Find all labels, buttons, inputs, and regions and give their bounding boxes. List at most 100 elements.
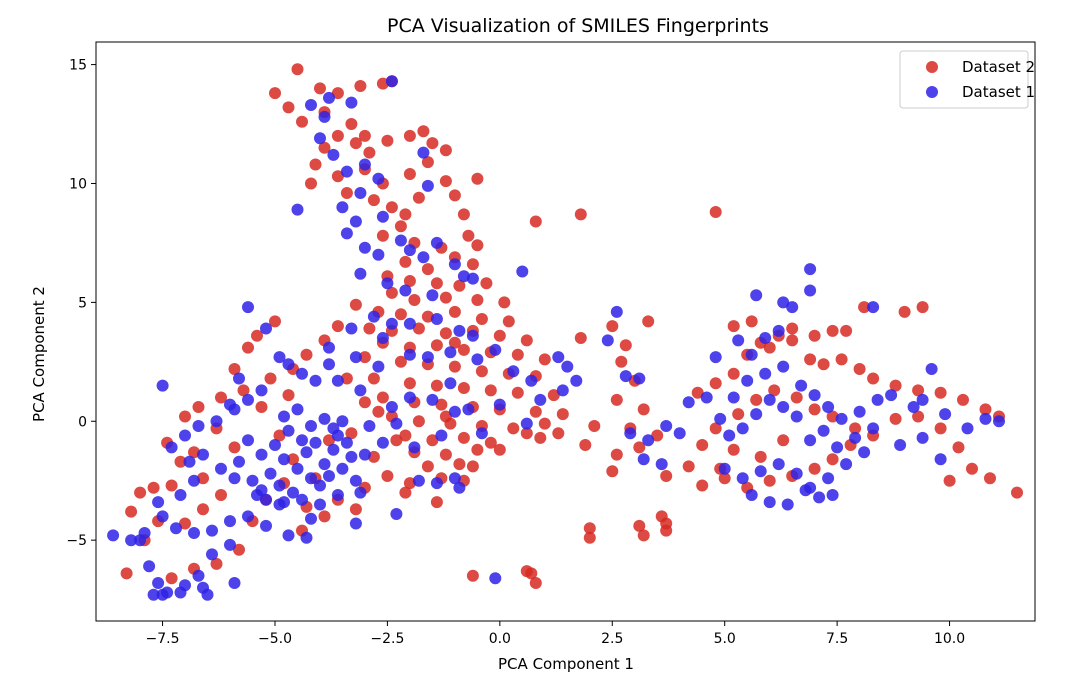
data-point xyxy=(376,77,389,90)
data-point xyxy=(372,360,385,373)
data-point xyxy=(287,486,299,499)
data-point xyxy=(403,129,416,142)
data-point xyxy=(381,470,394,482)
data-point xyxy=(471,172,484,185)
data-point xyxy=(871,393,884,406)
data-point xyxy=(367,310,380,323)
data-point xyxy=(282,529,295,542)
data-point xyxy=(840,324,853,337)
data-point xyxy=(318,412,331,425)
data-point xyxy=(610,448,623,461)
data-point xyxy=(421,460,434,473)
data-point xyxy=(314,132,326,145)
data-point xyxy=(979,412,992,425)
data-point xyxy=(471,239,484,252)
data-point xyxy=(403,317,416,330)
data-point xyxy=(457,208,470,221)
data-point xyxy=(228,472,241,485)
data-point xyxy=(408,441,421,454)
data-point xyxy=(228,363,241,375)
data-point xyxy=(417,125,430,138)
data-point xyxy=(1011,486,1023,499)
data-point xyxy=(273,351,286,364)
data-point xyxy=(340,372,353,385)
data-point xyxy=(993,415,1005,428)
data-point xyxy=(233,372,245,385)
data-point xyxy=(287,453,299,466)
data-point xyxy=(790,410,803,423)
data-point xyxy=(507,365,520,378)
data-point xyxy=(314,82,326,95)
data-point xyxy=(264,372,277,385)
data-point xyxy=(799,484,812,497)
data-point xyxy=(242,393,254,406)
data-point xyxy=(188,446,200,459)
data-point xyxy=(660,420,673,432)
data-point xyxy=(107,529,120,542)
data-point xyxy=(804,263,817,276)
data-point xyxy=(448,336,461,349)
data-point xyxy=(466,258,479,271)
data-point xyxy=(939,408,952,421)
data-point xyxy=(188,474,200,487)
data-point xyxy=(759,332,772,344)
data-point xyxy=(349,137,362,150)
data-point xyxy=(439,327,452,340)
data-point xyxy=(471,294,484,306)
data-point xyxy=(403,348,416,361)
data-point xyxy=(934,453,947,466)
data-point xyxy=(331,374,344,387)
data-point xyxy=(583,522,596,535)
data-point xyxy=(197,503,209,516)
data-point xyxy=(813,491,826,504)
data-point xyxy=(296,493,308,506)
data-point xyxy=(619,339,632,352)
plot-frame xyxy=(96,42,1035,621)
data-point xyxy=(547,389,560,402)
data-point xyxy=(516,265,529,278)
data-point xyxy=(790,391,803,404)
data-point xyxy=(840,458,853,471)
data-point xyxy=(853,363,866,375)
data-point xyxy=(453,279,466,292)
data-point xyxy=(691,386,704,399)
data-point xyxy=(808,462,821,475)
data-point xyxy=(610,305,623,318)
data-point xyxy=(331,170,344,183)
data-point xyxy=(561,360,574,373)
data-point xyxy=(538,353,551,366)
data-point xyxy=(314,479,326,492)
data-point xyxy=(421,179,434,192)
data-point xyxy=(206,548,218,561)
data-point xyxy=(889,379,902,392)
data-point xyxy=(448,189,461,202)
data-point xyxy=(349,298,362,311)
data-point xyxy=(394,220,407,233)
data-point xyxy=(165,572,178,585)
data-point xyxy=(804,284,817,297)
data-point xyxy=(269,87,281,100)
data-point xyxy=(161,586,174,599)
data-point xyxy=(898,305,911,318)
data-point xyxy=(367,450,380,463)
data-point xyxy=(354,486,367,499)
data-point xyxy=(484,436,497,449)
data-point xyxy=(120,567,133,580)
data-point xyxy=(624,427,637,440)
data-point xyxy=(853,405,866,418)
data-point xyxy=(610,393,623,406)
data-point xyxy=(822,401,835,413)
data-point xyxy=(534,431,547,444)
data-point xyxy=(349,351,362,364)
data-point xyxy=(790,467,803,480)
data-point xyxy=(251,489,263,501)
x-tick-label: 7.5 xyxy=(826,631,848,647)
data-point xyxy=(430,236,443,249)
data-point xyxy=(817,424,830,437)
data-point xyxy=(772,324,785,337)
data-point xyxy=(444,346,457,359)
data-point xyxy=(552,427,565,440)
data-point xyxy=(606,465,619,478)
data-point xyxy=(520,565,533,578)
data-point xyxy=(327,148,340,161)
